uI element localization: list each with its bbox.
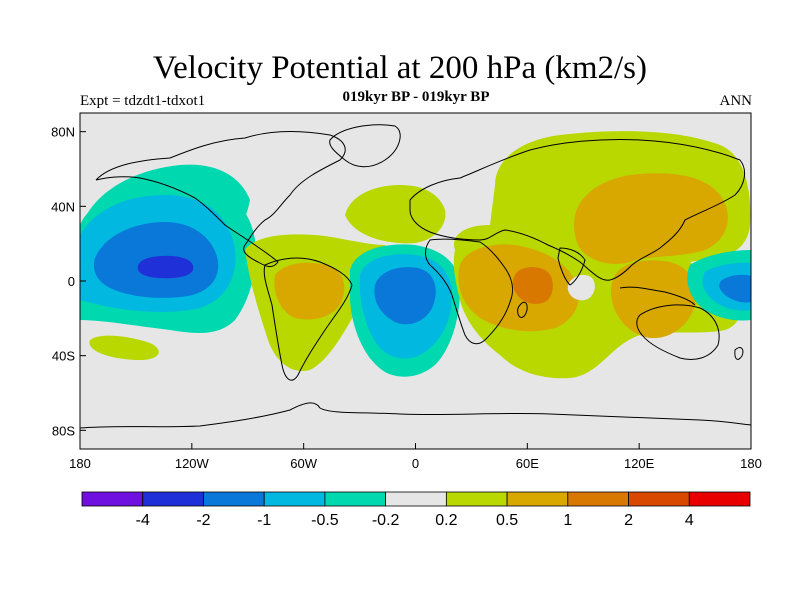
colorbar: -4 -2 -1 -0.5 -0.2 0.2 0.5 1 2 4 [81,491,751,529]
colorbar-label: 2 [624,512,633,529]
coastline-africa [425,238,513,345]
coastline-india [557,247,586,286]
coastline-europe-asia [409,138,746,281]
y-tick-label: 40N [51,199,75,214]
x-tick-label: 60E [516,456,539,471]
y-tick-label: 40S [52,349,75,364]
colorbar-label: 0.5 [496,512,518,529]
colorbar-label: -4 [136,512,150,529]
colorbar-swatch [567,491,629,507]
contour-north-atlantic-02 [345,185,446,244]
coastline-madagascar [517,301,528,318]
colorbar-swatch [628,491,690,507]
colorbar-label: 4 [685,512,694,529]
y-tick-label: 80N [51,125,75,140]
colorbar-label: -2 [196,512,210,529]
coastline-antarctica [80,402,751,429]
contour-pacific-minus2 [137,255,194,279]
colorbar-swatch [203,491,265,507]
coastline-new-zealand [734,347,744,360]
x-tick-label: 180 [69,456,91,471]
coastline-indonesia [619,286,696,306]
x-tick-label: 120E [624,456,655,471]
coastline-australia [636,304,720,360]
colorbar-swatch [263,491,326,507]
contour-south-america-05 [274,262,345,320]
colorbar-label: 0.2 [435,512,457,529]
experiment-label: Expt = tdzdt1-tdxot1 [80,93,206,109]
colorbar-swatch [688,491,751,507]
colorbar-swatch [81,491,144,507]
plot-subtitle: 019kyr BP - 019kyr BP [342,89,490,105]
y-tick-label: 80S [52,423,75,438]
contour-maritime-05 [611,260,697,339]
coastline-north-america [95,131,346,268]
x-tick-label: 120W [175,456,210,471]
contour-south-atlantic-minus1 [374,267,436,325]
colorbar-label: -0.5 [311,512,339,529]
colorbar-swatch [385,491,447,507]
y-tick-label: 0 [68,274,75,289]
contour-west-pacific-minus1 [719,274,751,303]
colorbar-swatch [324,491,387,507]
plot-title: Velocity Potential at 200 hPa (km2/s) [152,50,648,86]
x-tick-label: 0 [412,456,419,471]
colorbar-swatch [506,491,569,507]
coastline-south-america [263,257,353,381]
contour-africa-indian-1 [512,267,553,304]
axis-ticks: 180 120W 60W 0 60E 120E 180 80N 40N 0 40S 80S [51,125,762,471]
coastlines [80,124,751,429]
contour-asia-05 [574,173,728,265]
colorbar-swatch [445,491,508,507]
colorbar-label: -1 [257,512,271,529]
contour-south-pacific-positive [89,335,159,360]
colorbar-label: -0.2 [372,512,400,529]
coastline-greenland [329,124,401,168]
colorbar-swatch [142,491,204,507]
season-label: ANN [719,93,753,109]
contour-fields [80,131,751,379]
x-tick-label: 180 [740,456,762,471]
colorbar-label: 1 [563,512,572,529]
x-tick-label: 60W [290,456,317,471]
